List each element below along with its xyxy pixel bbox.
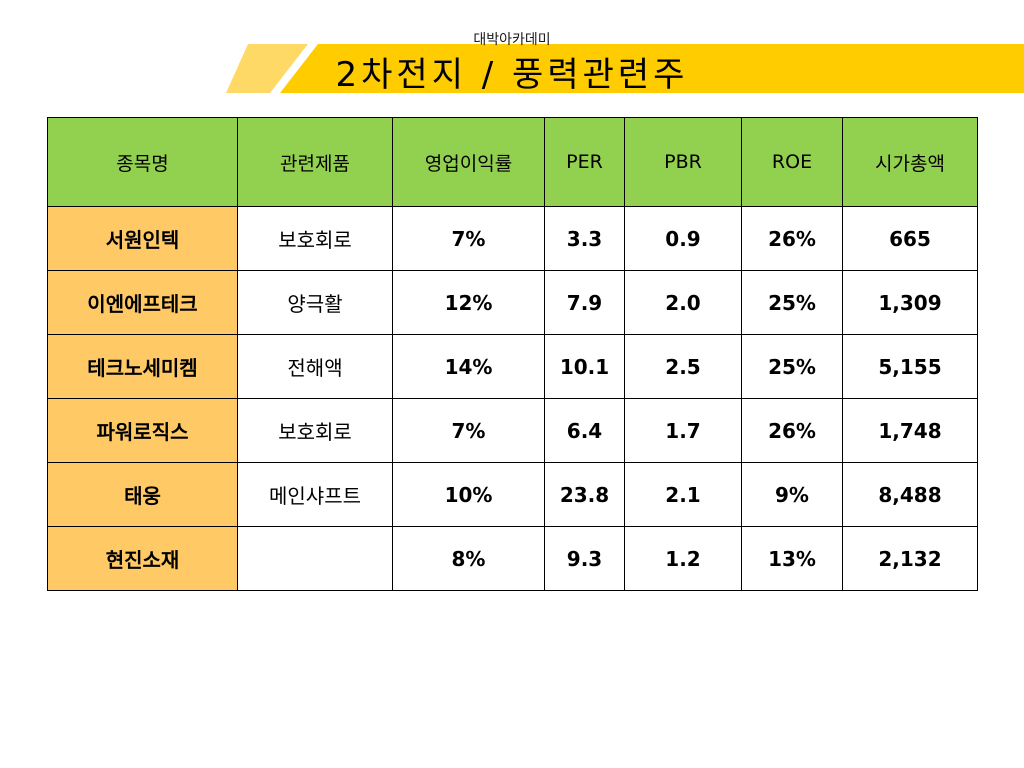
table-row: 파워로직스 보호회로 7% 6.4 1.7 26% 1,748 bbox=[47, 398, 978, 463]
roe-cell: 13% bbox=[741, 526, 843, 591]
margin-cell: 8% bbox=[392, 526, 545, 591]
product-cell bbox=[237, 526, 393, 591]
pbr-cell: 2.0 bbox=[624, 270, 742, 335]
banner-main-band bbox=[280, 44, 1024, 93]
pbr-cell: 1.2 bbox=[624, 526, 742, 591]
column-header-margin: 영업이익률 bbox=[392, 117, 545, 207]
margin-cell: 7% bbox=[392, 398, 545, 463]
table-row: 테크노세미켐 전해액 14% 10.1 2.5 25% 5,155 bbox=[47, 334, 978, 399]
column-header-roe: ROE bbox=[741, 117, 843, 207]
per-cell: 7.9 bbox=[544, 270, 625, 335]
title-banner bbox=[226, 44, 1024, 93]
table-row: 서원인텍 보호회로 7% 3.3 0.9 26% 665 bbox=[47, 206, 978, 271]
margin-cell: 12% bbox=[392, 270, 545, 335]
stock-name-cell: 테크노세미켐 bbox=[47, 334, 238, 399]
page-title: 2차전지 / 풍력관련주 bbox=[335, 55, 689, 95]
per-cell: 3.3 bbox=[544, 206, 625, 271]
market-cap-cell: 2,132 bbox=[842, 526, 978, 591]
stock-name-cell: 이엔에프테크 bbox=[47, 270, 238, 335]
pbr-cell: 2.5 bbox=[624, 334, 742, 399]
pbr-cell: 0.9 bbox=[624, 206, 742, 271]
per-cell: 6.4 bbox=[544, 398, 625, 463]
column-header-name: 종목명 bbox=[47, 117, 238, 207]
table-row: 이엔에프테크 양극활 12% 7.9 2.0 25% 1,309 bbox=[47, 270, 978, 335]
market-cap-cell: 665 bbox=[842, 206, 978, 271]
banner-accent-stripe bbox=[226, 44, 308, 93]
roe-cell: 26% bbox=[741, 398, 843, 463]
pbr-cell: 1.7 bbox=[624, 398, 742, 463]
column-header-pbr: PBR bbox=[624, 117, 742, 207]
product-cell: 전해액 bbox=[237, 334, 393, 399]
column-header-per: PER bbox=[544, 117, 625, 207]
market-cap-cell: 1,748 bbox=[842, 398, 978, 463]
roe-cell: 25% bbox=[741, 270, 843, 335]
per-cell: 9.3 bbox=[544, 526, 625, 591]
margin-cell: 7% bbox=[392, 206, 545, 271]
per-cell: 10.1 bbox=[544, 334, 625, 399]
stock-name-cell: 태웅 bbox=[47, 462, 238, 527]
column-header-market-cap: 시가총액 bbox=[842, 117, 978, 207]
table-header-row: 종목명 관련제품 영업이익률 PER PBR ROE 시가총액 bbox=[47, 117, 978, 207]
market-cap-cell: 5,155 bbox=[842, 334, 978, 399]
subtitle: 대박아카데미 bbox=[473, 32, 551, 48]
stock-name-cell: 현진소재 bbox=[47, 526, 238, 591]
table-row: 태웅 메인샤프트 10% 23.8 2.1 9% 8,488 bbox=[47, 462, 978, 527]
product-cell: 보호회로 bbox=[237, 206, 393, 271]
stock-name-cell: 서원인텍 bbox=[47, 206, 238, 271]
roe-cell: 9% bbox=[741, 462, 843, 527]
margin-cell: 10% bbox=[392, 462, 545, 527]
product-cell: 보호회로 bbox=[237, 398, 393, 463]
market-cap-cell: 8,488 bbox=[842, 462, 978, 527]
product-cell: 메인샤프트 bbox=[237, 462, 393, 527]
stock-name-cell: 파워로직스 bbox=[47, 398, 238, 463]
roe-cell: 25% bbox=[741, 334, 843, 399]
pbr-cell: 2.1 bbox=[624, 462, 742, 527]
roe-cell: 26% bbox=[741, 206, 843, 271]
market-cap-cell: 1,309 bbox=[842, 270, 978, 335]
per-cell: 23.8 bbox=[544, 462, 625, 527]
table-row: 현진소재 8% 9.3 1.2 13% 2,132 bbox=[47, 526, 978, 591]
column-header-product: 관련제품 bbox=[237, 117, 393, 207]
margin-cell: 14% bbox=[392, 334, 545, 399]
product-cell: 양극활 bbox=[237, 270, 393, 335]
stock-table: 종목명 관련제품 영업이익률 PER PBR ROE 시가총액 서원인텍 보호회… bbox=[47, 117, 978, 591]
